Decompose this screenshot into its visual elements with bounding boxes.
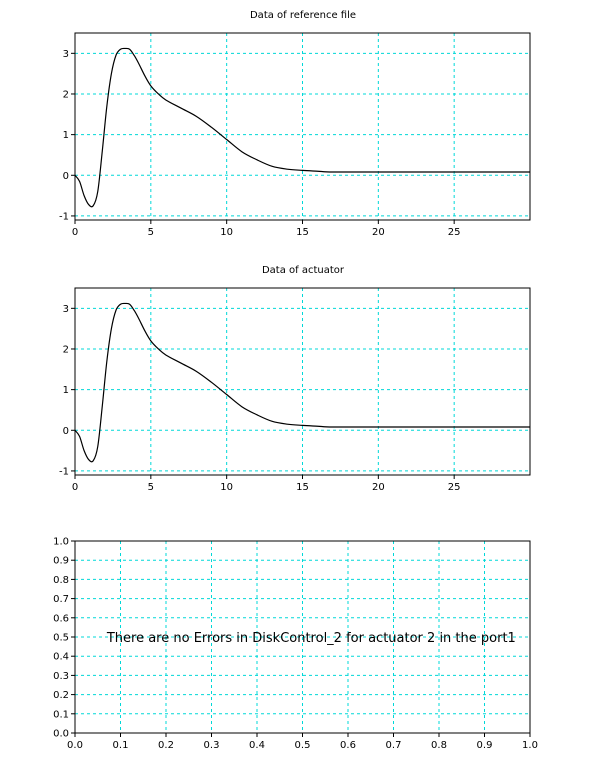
y-tick-label: -1 <box>59 211 69 222</box>
y-tick-label: 0.5 <box>53 633 69 644</box>
series-reference <box>74 47 530 208</box>
y-tick-label: 0 <box>63 426 69 437</box>
x-tick-label: 0.5 <box>295 740 311 751</box>
y-tick-label: 3 <box>63 304 69 315</box>
grid-reference <box>75 33 530 220</box>
y-tick-label: 2 <box>63 89 69 100</box>
x-tick-label: 0.9 <box>477 740 493 751</box>
x-tick-label: 0.7 <box>386 740 402 751</box>
y-tick-label: 1.0 <box>53 537 69 548</box>
y-tick-label: 0.0 <box>53 729 69 740</box>
x-tick-label: 5 <box>148 482 154 493</box>
error-status-message: There are no Errors in DiskControl_2 for… <box>106 631 516 646</box>
x-tick-label: 15 <box>296 482 309 493</box>
x-tick-label: 0 <box>72 482 78 493</box>
x-tick-label: 0.2 <box>158 740 174 751</box>
x-tick-label: 20 <box>372 482 385 493</box>
x-tick-label: 15 <box>296 227 309 238</box>
grid-actuator <box>75 288 530 475</box>
y-tick-label: 0.3 <box>53 671 69 682</box>
axes-frame-error-status <box>74 540 531 734</box>
plot-title-actuator: Data of actuator <box>262 265 345 276</box>
y-tick-label: 0.4 <box>53 652 69 663</box>
y-tick-label: 3 <box>63 49 69 60</box>
plot-error-status: 0.0 0.1 0.2 0.3 0.4 0.5 0.6 0.7 0.8 0.9 1.0 0.0 0.1 0… <box>53 537 538 752</box>
y-tick-label: 1 <box>63 130 69 141</box>
x-tick-label: 10 <box>220 227 233 238</box>
x-tick-label: 10 <box>220 482 233 493</box>
x-tick-label: 1.0 <box>522 740 538 751</box>
series-line-actuator <box>74 302 530 463</box>
y-tick-label: 0.7 <box>53 594 69 605</box>
axes-frame-actuator <box>74 287 531 476</box>
x-tick-label: 0.6 <box>340 740 356 751</box>
plot-title-reference: Data of reference file <box>250 10 356 21</box>
x-tick-label: 0.3 <box>204 740 220 751</box>
x-tick-label: 5 <box>148 227 154 238</box>
y-tick-label: 1 <box>63 385 69 396</box>
x-tick-label: 0.1 <box>113 740 129 751</box>
y-tick-label: 0.1 <box>53 709 69 720</box>
x-tick-label: 25 <box>448 227 461 238</box>
axes-frame-reference <box>74 32 531 221</box>
x-tick-label: 0 <box>72 227 78 238</box>
x-tick-label: 0.4 <box>249 740 265 751</box>
series-line-reference <box>74 47 530 208</box>
x-tick-label: 25 <box>448 482 461 493</box>
series-actuator <box>74 302 530 463</box>
x-tick-label: 20 <box>372 227 385 238</box>
y-tick-label: 0 <box>63 171 69 182</box>
y-tick-label: 0.2 <box>53 690 69 701</box>
y-tick-label: 0.8 <box>53 575 69 586</box>
x-tick-label: 0.0 <box>67 740 83 751</box>
x-tick-label: 0.8 <box>431 740 447 751</box>
y-tick-label: 0.6 <box>53 613 69 624</box>
ticks-error-status: 0.0 0.1 0.2 0.3 0.4 0.5 0.6 0.7 0.8 0.9 1.0 0.0 0.1 0… <box>53 537 538 752</box>
y-tick-label: 0.9 <box>53 556 69 567</box>
y-tick-label: 2 <box>63 344 69 355</box>
y-tick-label: -1 <box>59 466 69 477</box>
